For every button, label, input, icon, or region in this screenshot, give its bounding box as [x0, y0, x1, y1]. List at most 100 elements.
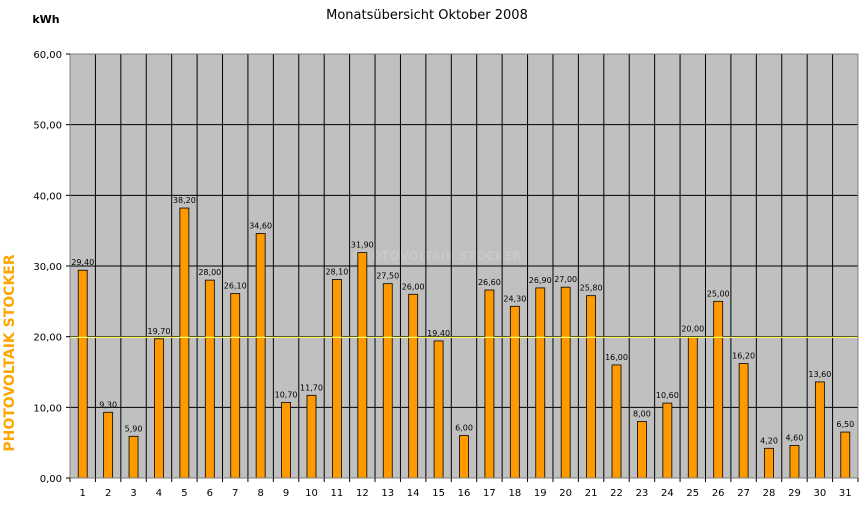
data-label: 11,70	[300, 383, 323, 392]
x-tick-label: 3	[130, 488, 136, 499]
x-tick-label: 4	[156, 488, 162, 499]
data-label: 34,60	[249, 221, 272, 230]
x-tick-label: 31	[839, 488, 852, 499]
data-label: 6,50	[836, 420, 854, 429]
side-brand-label: PHOTOVOLTAIK STOCKER	[2, 254, 18, 451]
y-tick-label: 30,00	[33, 262, 62, 273]
data-label: 26,00	[402, 282, 425, 291]
bar-day-9	[281, 401, 291, 479]
chart-title: Monatsübersicht Oktober 2008	[326, 8, 528, 23]
data-label: 26,90	[529, 276, 552, 285]
x-tick-label: 14	[407, 488, 420, 499]
data-label: 31,90	[351, 241, 374, 250]
y-tick-label: 0,00	[40, 474, 62, 485]
x-tick-label: 15	[432, 488, 445, 499]
data-label: 27,00	[554, 275, 577, 284]
data-label: 4,60	[786, 433, 804, 442]
bar-day-14	[408, 293, 419, 479]
gridlines	[70, 53, 858, 478]
data-label: 10,70	[275, 390, 298, 399]
bar-day-13	[382, 283, 393, 479]
bar-day-17	[484, 289, 495, 479]
bar-day-27	[738, 363, 749, 479]
data-label: 16,00	[605, 353, 628, 362]
y-tick-label: 20,00	[33, 333, 62, 344]
x-tick-label: 29	[788, 488, 801, 499]
y-tick-label: 40,00	[33, 191, 62, 202]
bar-day-25	[687, 336, 698, 479]
x-tick-label: 21	[585, 488, 598, 499]
bar-day-20	[560, 286, 571, 479]
x-tick-label: 18	[508, 488, 521, 499]
data-label: 13,60	[808, 370, 831, 379]
bar-day-18	[509, 305, 520, 479]
data-label: 9,30	[99, 400, 117, 409]
data-label: 26,60	[478, 278, 501, 287]
x-tick-label: 9	[283, 488, 289, 499]
data-label: 8,00	[633, 409, 651, 418]
bar-day-16	[459, 435, 469, 479]
x-tick-label: 2	[105, 488, 111, 499]
data-label: 26,10	[224, 282, 247, 291]
data-label: 38,20	[173, 196, 196, 205]
watermark-text: PHOTOVOLTAIK STOCKER	[352, 249, 521, 263]
bar-day-15	[433, 340, 444, 479]
bar-day-11	[332, 279, 342, 479]
bar-day-10	[306, 394, 317, 479]
x-tick-label: 22	[610, 488, 623, 499]
data-label: 29,40	[71, 258, 94, 267]
bar-day-28	[764, 447, 774, 479]
axes	[66, 53, 859, 482]
data-label: 19,70	[148, 327, 171, 336]
bar-day-23	[637, 421, 647, 479]
x-tick-label: 26	[712, 488, 725, 499]
x-tick-label: 1	[80, 488, 86, 499]
data-label: 10,60	[656, 391, 679, 400]
bar-day-7	[230, 293, 241, 479]
x-tick-label: 27	[737, 488, 750, 499]
bar-day-4	[154, 338, 164, 479]
y-tick-labels: 0,00 10,00 20,00 30,00 40,00 50,00 60,00	[33, 50, 62, 485]
x-tick-label: 20	[559, 488, 572, 499]
x-tick-label: 11	[331, 488, 344, 499]
x-tick-label: 23	[636, 488, 649, 499]
bars	[77, 207, 851, 479]
bar-day-1	[77, 269, 88, 479]
bar-day-31	[840, 431, 851, 479]
x-tick-label: 16	[458, 488, 471, 499]
data-label: 16,20	[732, 352, 755, 361]
x-tick-label: 28	[763, 488, 776, 499]
x-tick-label: 12	[356, 488, 369, 499]
y-axis-unit-label: kWh	[32, 13, 59, 26]
bar-day-30	[814, 381, 825, 479]
data-label: 25,00	[707, 289, 730, 298]
data-label: 19,40	[427, 329, 450, 338]
bar-day-29	[789, 445, 800, 479]
bar-day-2	[103, 411, 114, 479]
data-label: 20,00	[681, 325, 704, 334]
x-tick-label: 8	[257, 488, 263, 499]
bar-day-19	[535, 287, 546, 479]
x-tick-label: 17	[483, 488, 496, 499]
bar-day-5	[179, 207, 190, 479]
data-label: 25,80	[580, 284, 603, 293]
data-label: 28,10	[325, 267, 348, 276]
x-tick-labels: 1 2 3 4 5 6 7 8 9 10 11 12 13 14 15 16 17 18 19 20 21 22 23 24 2…	[80, 488, 852, 499]
bar-day-24	[662, 402, 673, 479]
bar-day-21	[586, 295, 596, 479]
data-label: 5,90	[125, 424, 143, 433]
data-label: 4,20	[760, 436, 778, 445]
bar-day-26	[713, 300, 724, 479]
x-tick-label: 19	[534, 488, 547, 499]
y-tick-label: 60,00	[33, 50, 62, 61]
x-tick-label: 6	[207, 488, 213, 499]
x-tick-label: 5	[181, 488, 187, 499]
bar-day-12	[357, 252, 368, 479]
bar-day-8	[255, 233, 266, 479]
x-tick-label: 10	[305, 488, 318, 499]
x-tick-label: 13	[381, 488, 394, 499]
bar-day-3	[128, 435, 139, 479]
data-label: 6,00	[455, 424, 473, 433]
